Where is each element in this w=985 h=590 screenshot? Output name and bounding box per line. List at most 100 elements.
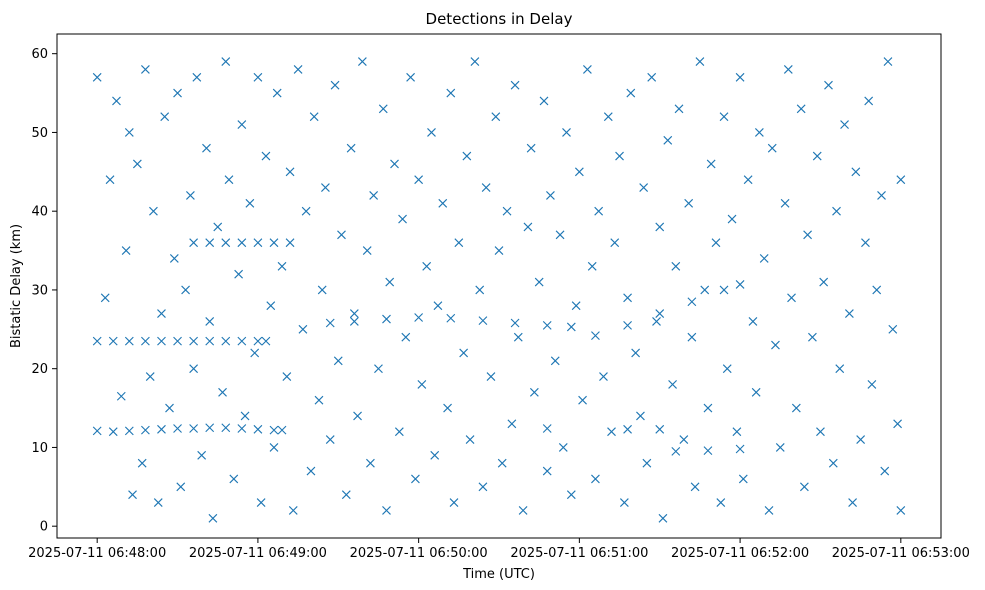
detection-marker <box>362 246 372 255</box>
detection-marker <box>349 317 359 326</box>
y-axis-title: Bistatic Delay (km) <box>9 224 24 348</box>
detection-marker <box>205 238 215 248</box>
y-tick-label: 30 <box>31 283 48 298</box>
detection-marker <box>446 313 456 323</box>
x-tick-label: 2025-07-11 06:49:00 <box>189 546 327 561</box>
detection-marker <box>550 356 560 366</box>
detection-marker <box>221 238 231 248</box>
detection-marker <box>192 72 202 82</box>
detection-marker <box>587 261 597 271</box>
detection-marker <box>687 332 697 342</box>
detection-marker <box>411 474 420 484</box>
detection-marker <box>626 88 636 98</box>
detection-marker <box>523 222 533 232</box>
detection-marker <box>562 128 571 137</box>
detection-marker <box>378 104 388 114</box>
detection-marker <box>157 336 166 346</box>
detection-marker <box>141 336 150 346</box>
detection-marker <box>269 425 279 435</box>
detection-marker <box>856 435 866 444</box>
detection-marker <box>253 336 263 346</box>
detection-marker <box>149 206 158 216</box>
detection-marker <box>160 112 170 122</box>
detection-marker <box>848 498 857 507</box>
detection-marker <box>121 246 131 255</box>
detection-marker <box>751 387 761 397</box>
detection-marker <box>526 143 536 153</box>
detection-marker <box>401 332 411 342</box>
x-axis-title: Time (UTC) <box>462 567 535 582</box>
detection-marker <box>353 411 362 421</box>
detection-marker <box>197 450 207 460</box>
detection-marker <box>764 506 774 515</box>
detection-marker <box>108 336 118 346</box>
detection-marker <box>771 340 780 350</box>
detection-marker <box>888 324 898 334</box>
detection-marker <box>491 112 501 122</box>
detection-marker <box>851 167 861 177</box>
detection-marker <box>542 424 552 433</box>
detection-marker <box>775 443 785 452</box>
detection-marker <box>176 482 186 492</box>
detection-marker <box>221 336 231 346</box>
detection-marker <box>655 424 665 434</box>
detection-marker <box>883 57 893 66</box>
detection-marker <box>799 482 809 492</box>
detection-marker <box>510 318 520 328</box>
detection-marker <box>240 411 250 421</box>
detection-marker <box>566 322 576 332</box>
detection-marker <box>631 348 641 358</box>
detection-marker <box>333 356 343 366</box>
detection-marker <box>141 65 150 74</box>
detection-marker <box>382 314 391 324</box>
detection-marker <box>124 426 134 436</box>
detection-marker <box>828 458 838 468</box>
x-tick-label: 2025-07-11 06:52:00 <box>671 546 809 561</box>
detection-marker <box>234 269 244 279</box>
detection-marker <box>494 246 504 255</box>
detection-marker <box>124 336 134 346</box>
detection-marker <box>787 293 796 303</box>
detection-marker <box>250 348 260 358</box>
detection-marker <box>165 403 174 413</box>
detection-marker <box>253 424 263 434</box>
detection-marker <box>791 403 801 413</box>
detection-marker <box>636 411 645 421</box>
detection-marker <box>719 285 729 295</box>
detection-marker <box>684 198 694 208</box>
detection-marker <box>189 364 199 374</box>
detection-marker <box>872 285 882 295</box>
detection-marker <box>615 151 624 161</box>
detection-marker <box>574 167 584 177</box>
detection-marker <box>812 151 822 161</box>
detection-marker <box>738 474 748 484</box>
detection-marker <box>100 293 110 303</box>
detection-marker <box>539 96 549 106</box>
detection-marker <box>534 277 544 287</box>
detection-marker <box>390 159 399 169</box>
detection-marker <box>414 175 424 185</box>
detection-marker <box>213 222 223 232</box>
detection-marker <box>173 88 182 98</box>
detection-marker <box>202 143 211 153</box>
detection-marker <box>237 424 247 433</box>
y-tick-label: 60 <box>31 47 48 62</box>
detection-marker <box>369 191 379 200</box>
detection-marker <box>169 254 179 263</box>
detection-marker <box>427 128 436 137</box>
detection-marker <box>224 175 234 185</box>
detection-marker <box>655 309 665 318</box>
detection-marker <box>288 506 298 515</box>
detection-marker <box>157 424 166 434</box>
detection-marker <box>237 120 247 129</box>
detection-marker <box>282 372 292 381</box>
detection-marker <box>325 318 335 328</box>
detection-marker <box>157 309 166 318</box>
detection-marker <box>722 364 732 374</box>
detection-marker <box>398 214 407 224</box>
detection-marker <box>671 261 681 271</box>
detection-marker <box>237 336 247 346</box>
detection-marker <box>619 498 629 507</box>
detection-marker <box>735 280 745 289</box>
